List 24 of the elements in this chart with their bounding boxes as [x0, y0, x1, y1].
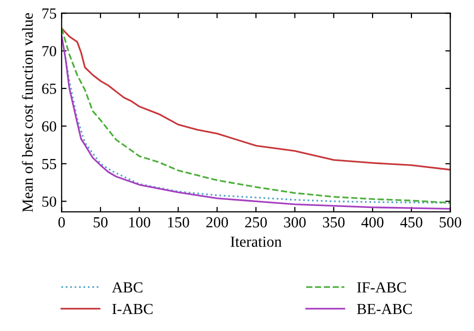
x-tick-label: 400 [361, 217, 384, 228]
line-series [62, 27, 450, 171]
x-axis-title: Iteration [230, 236, 282, 247]
y-tick-label: 50 [42, 196, 56, 207]
y-tick-label: 60 [42, 121, 56, 132]
y-tick-label: 65 [42, 84, 56, 94]
x-tick-label: 350 [322, 217, 345, 228]
y-axis-title: Mean of best cost function value [22, 13, 33, 212]
legend-label: ABC [112, 282, 142, 293]
x-tick-label: 250 [245, 217, 267, 228]
x-tick-label: 50 [94, 217, 108, 228]
y-tick-label: 70 [42, 46, 56, 56]
x-tick-label: 300 [284, 217, 306, 228]
x-tick-label: 0 [58, 217, 65, 228]
x-tick-label: 150 [168, 217, 190, 228]
y-tick-label: 55 [42, 158, 56, 170]
x-tick-label: 450 [400, 217, 422, 228]
y-tick-label: 75 [42, 8, 56, 19]
x-tick-label: 200 [206, 217, 228, 228]
legend-label: BE-ABC [357, 304, 412, 314]
legend-label: IF-ABC [357, 282, 406, 293]
x-tick-label: 500 [440, 217, 462, 228]
legend-label: I-ABC [112, 304, 153, 314]
x-tick-label: 100 [129, 217, 150, 228]
